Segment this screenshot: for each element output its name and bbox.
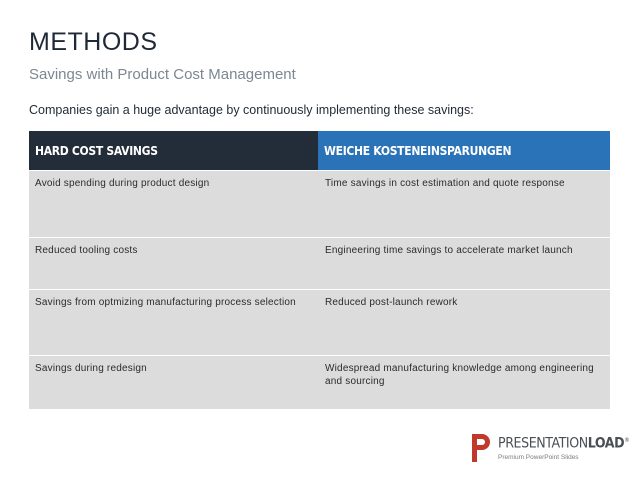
column-header-hard-cost: Hard Cost Savings (29, 131, 318, 170)
logo-brand: PRESENTATIONLOAD® (498, 435, 630, 452)
table-cell: Time savings in cost estimation and quot… (325, 178, 565, 189)
table-row: Reduced tooling costs Engineering time s… (29, 237, 610, 289)
table-row: Savings during redesign Widespread manuf… (29, 355, 610, 409)
table-cell: Avoid spending during product design (35, 178, 210, 189)
logo-p-icon (472, 434, 490, 462)
page-subtitle: Savings with Product Cost Management (29, 66, 296, 83)
column-header-weiche: Weiche Kosteneinsparungen (318, 131, 610, 170)
savings-table: Hard Cost Savings Weiche Kosteneinsparun… (29, 131, 610, 409)
table-cell: Widespread manufacturing knowledge among… (325, 363, 594, 387)
table-cell: Engineering time savings to accelerate m… (325, 245, 573, 256)
table-row: Avoid spending during product design Tim… (29, 170, 610, 237)
table-row: Savings from optmizing manufacturing pro… (29, 289, 610, 355)
table-cell: Reduced post-launch rework (325, 297, 458, 308)
table-cell: Savings from optmizing manufacturing pro… (35, 297, 296, 308)
page-title: METHODS (29, 28, 158, 56)
intro-text: Companies gain a huge advantage by conti… (29, 103, 474, 117)
table-cell: Savings during redesign (35, 363, 147, 374)
table-header: Hard Cost Savings Weiche Kosteneinsparun… (29, 131, 610, 170)
presentationload-logo: PRESENTATIONLOAD® Premium PowerPoint Sli… (470, 432, 630, 464)
logo-tagline: Premium PowerPoint Slides (498, 453, 579, 461)
table-cell: Reduced tooling costs (35, 245, 138, 256)
